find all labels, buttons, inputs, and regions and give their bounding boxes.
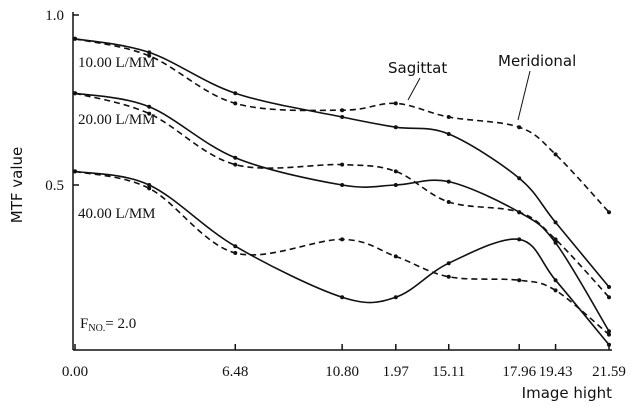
point <box>607 342 611 347</box>
x-axis-label: Image hight <box>522 384 612 402</box>
point <box>446 179 451 184</box>
point <box>446 200 451 204</box>
point <box>147 186 152 191</box>
point <box>553 240 558 245</box>
point <box>147 183 152 187</box>
point <box>340 237 345 242</box>
point <box>393 183 398 187</box>
point <box>446 274 451 279</box>
point <box>393 169 398 174</box>
point <box>393 254 398 259</box>
point <box>607 332 611 337</box>
x-tick-label: 6.48 <box>222 364 248 380</box>
curve-label: 40.00 L/MM <box>78 206 156 222</box>
y-axis-label: MTF value <box>8 147 26 223</box>
point <box>553 288 558 293</box>
point <box>340 162 345 167</box>
point <box>607 210 611 215</box>
point <box>340 115 345 119</box>
point <box>517 210 522 215</box>
mtf-curve <box>74 170 610 346</box>
point <box>233 251 238 255</box>
point <box>393 295 398 300</box>
annotation: Meridional <box>498 52 576 70</box>
annotation: Sagittat <box>388 59 447 77</box>
point <box>517 278 522 283</box>
f-number: FNO.= 2.0 <box>80 316 136 334</box>
f-subscript: NO. <box>88 323 105 334</box>
y-tick-label: 0.5 <box>45 178 64 194</box>
point <box>147 53 152 58</box>
f-symbol: F <box>80 316 88 332</box>
mtf-curve <box>74 92 610 332</box>
point <box>233 244 238 249</box>
point <box>340 108 345 113</box>
point <box>393 125 398 130</box>
point <box>233 162 238 167</box>
point <box>233 155 238 160</box>
mtf-curve <box>74 170 610 336</box>
point <box>233 91 238 96</box>
point <box>517 176 522 181</box>
point <box>517 125 522 130</box>
point <box>147 104 152 109</box>
curve-label: 20.00 L/MM <box>78 112 156 128</box>
point <box>393 101 398 106</box>
point <box>446 261 451 266</box>
x-tick-label: 15.11 <box>432 364 465 380</box>
point <box>73 169 77 174</box>
point <box>147 50 152 55</box>
annotation-arrow <box>517 70 531 121</box>
y-tick-label: 1.0 <box>45 8 64 24</box>
point <box>73 36 77 41</box>
point <box>73 91 77 96</box>
point <box>233 101 238 106</box>
x-tick-label: 19.43 <box>539 364 573 380</box>
point <box>553 278 558 283</box>
point <box>607 285 611 289</box>
x-tick-label: 21.59 <box>592 364 626 380</box>
x-tick-label: 10.80 <box>325 364 359 380</box>
x-tick-label: 0.00 <box>62 364 88 380</box>
point <box>446 115 451 119</box>
point <box>553 152 558 157</box>
mtf-curve <box>74 38 610 213</box>
point <box>446 132 451 136</box>
point <box>607 329 611 334</box>
x-tick-label: 1.97 <box>383 364 410 380</box>
point <box>340 183 345 187</box>
point <box>553 237 558 242</box>
annotation-arrow <box>407 77 421 101</box>
curve-label: 10.00 L/MM <box>78 55 156 71</box>
point <box>147 111 152 116</box>
mtf-curve <box>74 92 610 298</box>
x-tick-label: 17.96 <box>502 364 536 380</box>
point <box>553 220 558 225</box>
point <box>340 295 345 300</box>
f-value: = 2.0 <box>105 316 136 332</box>
point <box>607 295 611 300</box>
point <box>517 237 522 242</box>
